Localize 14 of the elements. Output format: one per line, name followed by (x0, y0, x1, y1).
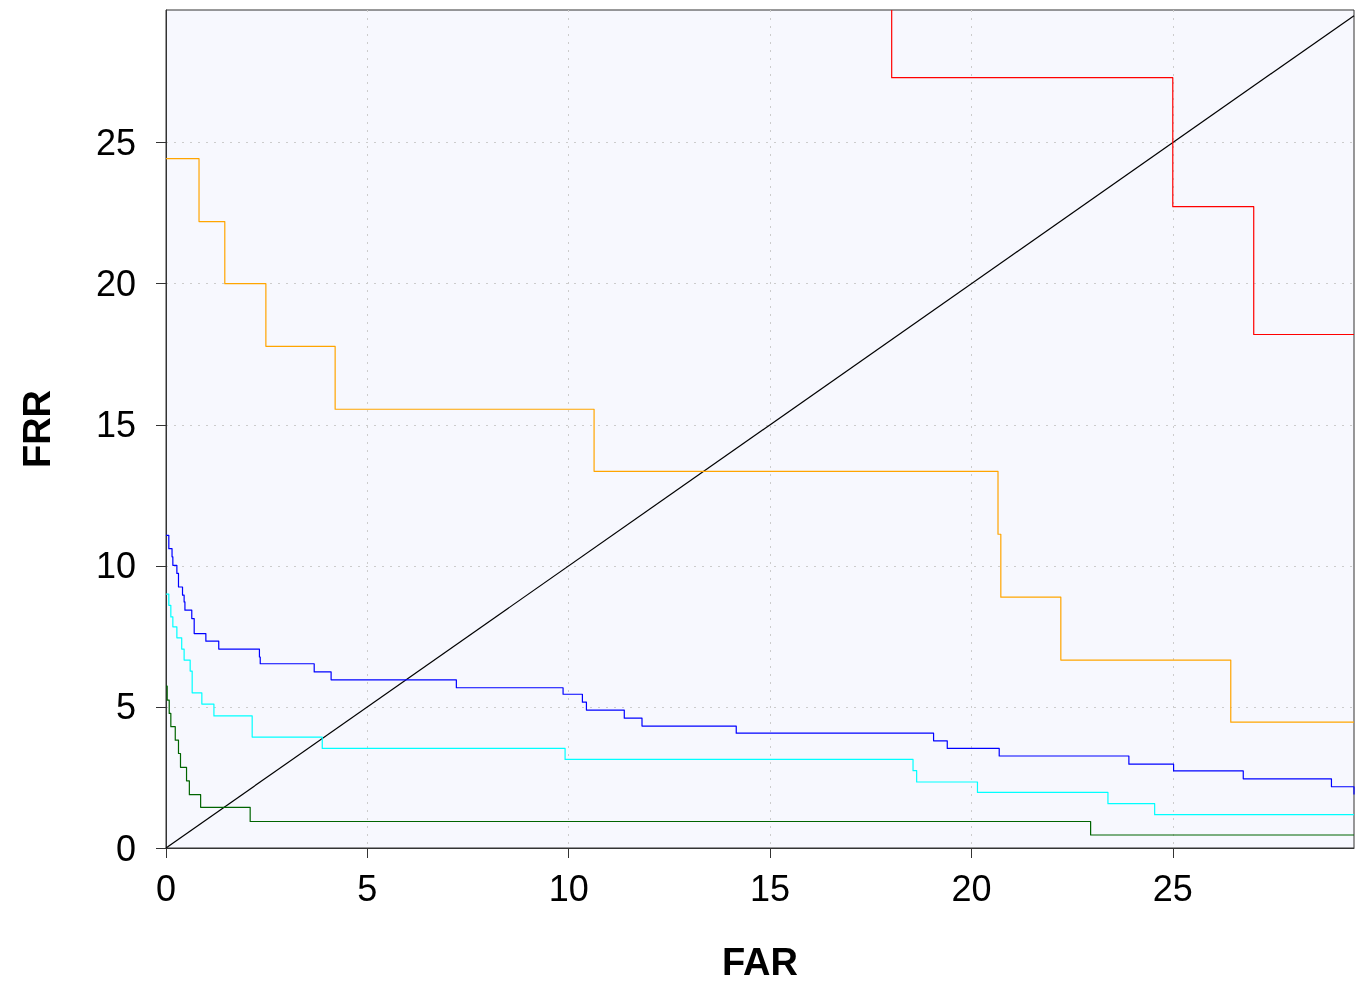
y-tick-label: 20 (95, 263, 136, 305)
y-tick-label: 10 (95, 545, 136, 587)
y-tick-label: 0 (115, 827, 136, 869)
y-tick-label: 15 (95, 404, 136, 446)
x-tick-label: 25 (1152, 867, 1193, 909)
x-tick-label: 0 (155, 867, 177, 909)
y-tick-label: 5 (115, 686, 136, 728)
y-axis-title: FRR (16, 389, 58, 469)
y-tick-label: 25 (95, 122, 136, 164)
x-tick-label: 5 (357, 867, 378, 909)
x-axis-title: FAR (722, 941, 798, 983)
x-tick-label: 20 (951, 867, 992, 909)
x-tick-label: 10 (548, 867, 589, 909)
x-tick-label: 15 (750, 867, 791, 909)
